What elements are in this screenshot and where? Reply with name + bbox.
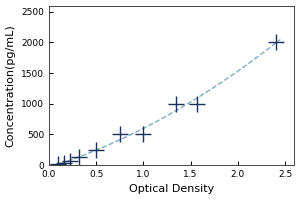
Point (67, 160, 72, 163)
Point (141, 133, 146, 136)
Point (61, 162, 66, 165)
Point (273, 41, 278, 44)
Point (94, 148, 99, 151)
Point (77, 156, 82, 159)
Point (117, 133, 122, 136)
Y-axis label: Concentration(pg/mL): Concentration(pg/mL) (6, 24, 16, 147)
Point (195, 102, 200, 105)
Point (56, 163, 61, 166)
Point (174, 102, 179, 105)
X-axis label: Optical Density: Optical Density (129, 184, 214, 194)
